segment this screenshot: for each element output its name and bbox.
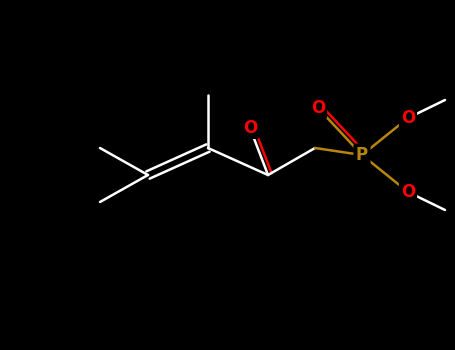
Text: O: O xyxy=(401,109,415,127)
Text: O: O xyxy=(401,183,415,201)
Text: O: O xyxy=(243,119,257,137)
Text: P: P xyxy=(356,146,368,164)
Text: O: O xyxy=(311,99,325,117)
